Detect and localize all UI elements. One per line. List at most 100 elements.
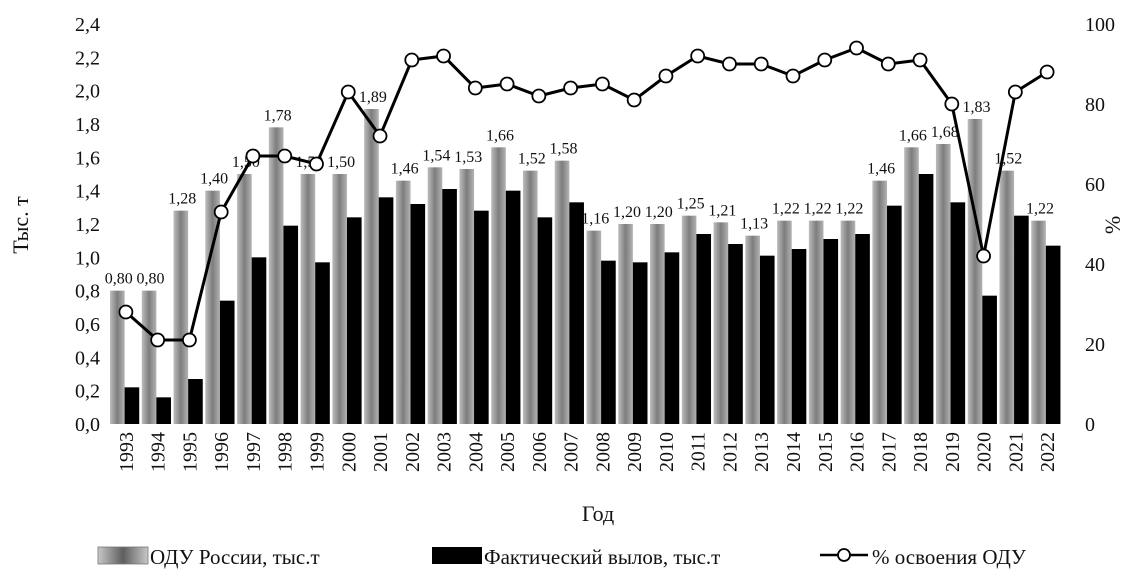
y-tick-label: 2,0 <box>75 81 100 103</box>
percent-marker <box>499 76 515 92</box>
percent-marker <box>594 76 610 92</box>
x-axis-title: Год <box>582 501 614 526</box>
x-tick-label: 2001 <box>370 432 392 472</box>
percent-marker <box>785 68 801 84</box>
y2-tick-label: 0 <box>1085 414 1095 436</box>
odu-bar <box>141 290 157 424</box>
odu-bar <box>904 147 919 425</box>
y-tick-label: 0,2 <box>75 381 100 403</box>
catch-bar <box>918 174 934 424</box>
catch-bar <box>887 205 902 424</box>
percent-marker <box>213 204 229 220</box>
catch-bar <box>823 239 839 424</box>
x-tick-label: 2005 <box>497 432 519 472</box>
x-tick-label: 2007 <box>561 432 583 472</box>
catch-bar <box>410 204 426 424</box>
x-axis-ticks: 1993 1994 1995 1996 1997 1998 1999 2000 2001 2002… <box>116 432 1059 472</box>
x-tick-label: 2002 <box>402 432 424 472</box>
percent-marker <box>404 52 420 68</box>
legend-swatch-percent-marker <box>837 548 851 562</box>
odu-bars <box>110 109 1046 425</box>
legend-label-percent: % освоения ОДУ <box>872 545 1026 569</box>
x-tick-label: 2010 <box>656 432 678 472</box>
x-tick-label: 2016 <box>847 432 869 472</box>
odu-value-label: 1,50 <box>327 154 355 171</box>
odu-value-label: 1,28 <box>168 191 196 208</box>
odu-bar <box>237 174 252 424</box>
x-tick-label: 1998 <box>275 432 297 472</box>
catch-bar <box>346 217 362 424</box>
catch-bar <box>188 379 203 424</box>
odu-value-label: 1,68 <box>931 124 959 141</box>
percent-marker <box>722 56 737 72</box>
odu-value-label: 1,22 <box>835 201 863 218</box>
x-tick-label: 2013 <box>751 432 773 472</box>
odu-bar <box>618 224 633 424</box>
odu-value-label: 1,46 <box>391 161 419 178</box>
percent-marker <box>976 248 991 264</box>
catch-bar <box>759 255 775 424</box>
percent-marker <box>436 48 451 64</box>
x-tick-label: 2004 <box>465 432 487 472</box>
y-tick-label: 1,6 <box>75 147 100 169</box>
odu-bar <box>967 119 983 424</box>
odu-bar <box>364 109 379 424</box>
x-tick-label: 2012 <box>719 432 741 472</box>
percent-marker <box>340 84 356 100</box>
y2-tick-label: 40 <box>1085 254 1105 276</box>
odu-value-label: 1,16 <box>581 211 609 228</box>
odu-bar <box>395 180 411 424</box>
catch-bar <box>728 244 743 424</box>
odu-bar <box>491 147 506 425</box>
odu-bar <box>999 170 1015 424</box>
y2-tick-label: 60 <box>1085 174 1105 196</box>
odu-value-label: 1,46 <box>867 161 895 178</box>
odu-bar <box>205 190 220 424</box>
odu-value-label: 1,89 <box>359 89 387 106</box>
y-tick-label: 1,2 <box>75 214 100 236</box>
x-tick-label: 2019 <box>942 432 964 472</box>
odu-bar <box>173 210 189 424</box>
catch-bar <box>378 197 394 424</box>
odu-value-label: 1,53 <box>454 149 482 166</box>
percent-marker <box>150 332 166 348</box>
x-tick-label: 2009 <box>624 432 646 472</box>
x-tick-label: 2003 <box>434 432 456 472</box>
catch-bar <box>569 202 584 424</box>
odu-bar <box>745 235 760 424</box>
y-tick-label: 1,8 <box>75 114 100 136</box>
y-tick-label: 1,0 <box>75 247 100 269</box>
percent-marker <box>563 80 579 96</box>
x-tick-label: 2006 <box>529 432 551 472</box>
x-tick-label: 2017 <box>878 432 900 472</box>
legend-swatch-catch <box>432 547 482 564</box>
x-tick-label: 2008 <box>592 432 614 472</box>
percent-marker <box>467 80 483 96</box>
percent-marker <box>849 40 864 56</box>
catch-bar <box>219 300 235 424</box>
percent-marker <box>912 52 928 68</box>
percent-marker <box>182 332 197 348</box>
x-tick-label: 2011 <box>688 432 710 471</box>
catch-bar <box>1045 245 1061 424</box>
y-axis-title: Тыс. т <box>8 196 33 254</box>
odu-value-label: 1,13 <box>740 216 768 233</box>
catch-bar <box>791 249 807 424</box>
odu-value-label: 1,54 <box>422 147 450 164</box>
x-tick-label: 2015 <box>815 432 837 472</box>
odu-bar <box>427 167 443 425</box>
catch-bar <box>315 262 330 424</box>
x-tick-label: 1999 <box>306 432 328 472</box>
odu-bar <box>459 169 475 424</box>
y-tick-label: 0,8 <box>75 281 100 303</box>
odu-value-label: 1,78 <box>264 107 292 124</box>
odu-bar <box>586 230 602 424</box>
odu-bar <box>268 127 284 424</box>
x-tick-label: 2020 <box>974 432 996 472</box>
percent-marker <box>245 148 261 164</box>
odu-bar <box>110 290 125 424</box>
percent-marker <box>658 68 674 84</box>
x-tick-label: 2014 <box>783 432 805 472</box>
odu-bar <box>332 174 347 424</box>
